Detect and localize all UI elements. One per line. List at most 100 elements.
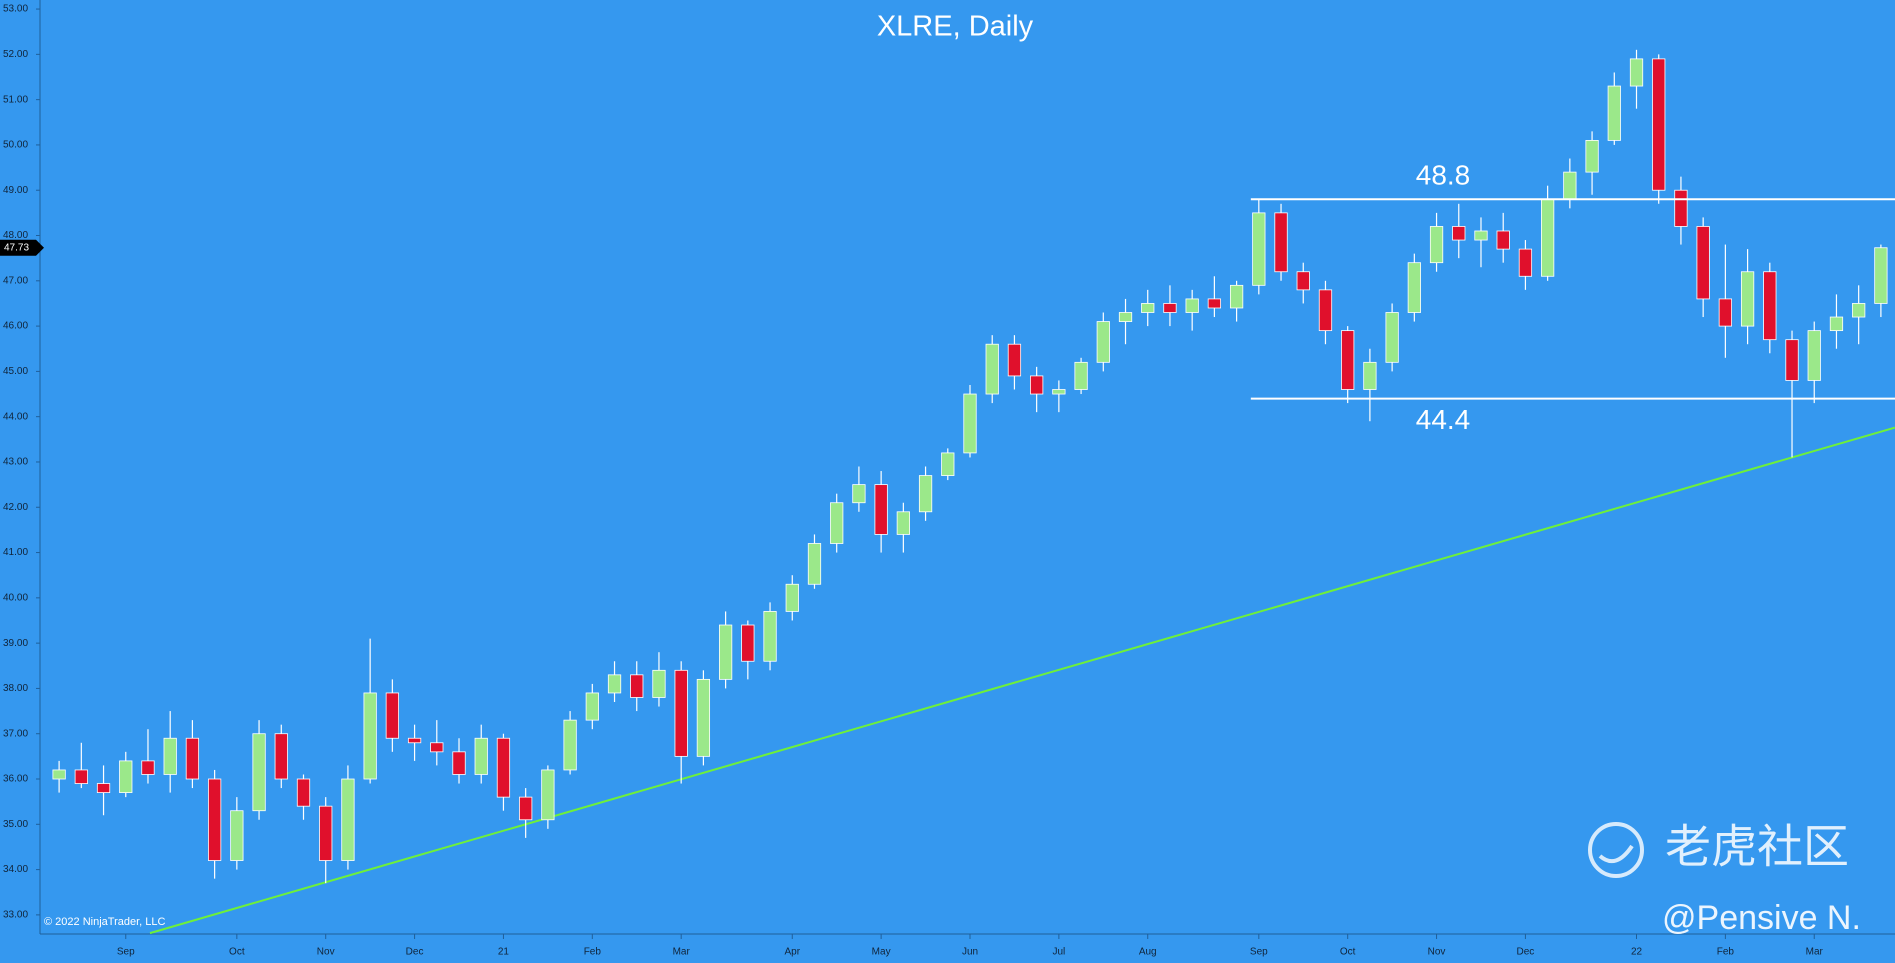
x-tick-label: Nov bbox=[317, 947, 335, 958]
candle-body bbox=[1007, 343, 1022, 377]
candle bbox=[1429, 212, 1444, 272]
candle-body bbox=[652, 669, 666, 698]
x-tick-label: Mar bbox=[1806, 947, 1824, 958]
candle bbox=[896, 502, 910, 553]
watermark: 老虎社区 bbox=[1665, 820, 1849, 874]
candle bbox=[563, 711, 577, 775]
candle-body bbox=[1385, 312, 1399, 363]
x-tick-label: 21 bbox=[498, 947, 510, 958]
y-tick-label: 37.00 bbox=[3, 728, 28, 739]
x-tick-label: Nov bbox=[1428, 947, 1446, 958]
candle bbox=[1740, 249, 1755, 345]
candle-body bbox=[452, 751, 466, 775]
candle bbox=[1696, 217, 1710, 318]
candle bbox=[519, 788, 533, 838]
candle bbox=[1407, 253, 1421, 322]
candle-body bbox=[341, 778, 355, 861]
candle-body bbox=[385, 692, 399, 739]
y-tick-label: 49.00 bbox=[3, 185, 28, 196]
y-tick-label: 38.00 bbox=[3, 683, 28, 694]
candle bbox=[985, 335, 999, 404]
candle-body bbox=[807, 543, 822, 585]
y-tick-label: 44.00 bbox=[3, 411, 28, 422]
y-tick-label: 46.00 bbox=[3, 321, 28, 332]
candle bbox=[1718, 244, 1732, 358]
candle bbox=[852, 466, 866, 512]
x-tick-label: Dec bbox=[406, 947, 424, 958]
y-tick-label: 53.00 bbox=[3, 4, 28, 15]
candle-body bbox=[1163, 303, 1177, 313]
candle bbox=[341, 765, 355, 870]
candle-body bbox=[1785, 339, 1799, 381]
candle bbox=[630, 661, 644, 712]
candle-body bbox=[1407, 262, 1421, 313]
candle-body bbox=[1607, 85, 1621, 141]
y-tick-label: 48.00 bbox=[3, 230, 28, 241]
candle-body bbox=[1740, 271, 1755, 327]
candle-body bbox=[1541, 198, 1555, 277]
candle bbox=[1607, 72, 1621, 145]
candle-body bbox=[674, 669, 688, 757]
candle-body bbox=[52, 769, 66, 780]
candle-body bbox=[141, 760, 155, 775]
candle bbox=[963, 384, 977, 458]
candle-body bbox=[696, 678, 711, 757]
y-tick-label: 40.00 bbox=[3, 592, 28, 603]
x-tick-label: Aug bbox=[1139, 947, 1157, 958]
candle-body bbox=[1141, 303, 1155, 313]
candle-body bbox=[1341, 330, 1355, 390]
candle-body bbox=[1718, 298, 1732, 327]
candle-body bbox=[785, 583, 799, 612]
candle bbox=[652, 652, 666, 707]
candle bbox=[585, 683, 599, 730]
candle bbox=[807, 534, 822, 589]
candle-body bbox=[430, 742, 444, 753]
candle bbox=[185, 720, 200, 789]
candle-body bbox=[1452, 226, 1466, 241]
y-tick-label: 34.00 bbox=[3, 864, 28, 875]
candle bbox=[1096, 312, 1110, 372]
candle-body bbox=[630, 674, 644, 698]
candle bbox=[1385, 303, 1399, 372]
candle bbox=[763, 602, 777, 671]
candle bbox=[208, 769, 222, 879]
candle-body bbox=[1429, 226, 1444, 264]
candle-body bbox=[718, 624, 733, 680]
candle-body bbox=[185, 737, 200, 780]
candle bbox=[163, 711, 177, 793]
candle bbox=[1563, 158, 1577, 209]
x-tick-label: Mar bbox=[673, 947, 691, 958]
candle-body bbox=[1074, 361, 1088, 390]
candle-body bbox=[1852, 303, 1866, 318]
candle bbox=[1496, 212, 1510, 263]
y-tick-label: 51.00 bbox=[3, 94, 28, 105]
candle bbox=[1518, 240, 1533, 290]
candle-body bbox=[1052, 389, 1066, 395]
candle-body bbox=[1829, 316, 1844, 332]
candle bbox=[274, 724, 288, 789]
last-price-tag bbox=[0, 239, 44, 256]
candle bbox=[141, 729, 155, 784]
y-tick-label: 52.00 bbox=[3, 49, 28, 60]
candle bbox=[696, 670, 711, 766]
candle-body bbox=[1118, 312, 1133, 322]
candle bbox=[1763, 262, 1777, 354]
candle bbox=[1163, 285, 1177, 327]
candle-body bbox=[1563, 171, 1577, 200]
y-tick-label: 42.00 bbox=[3, 502, 28, 513]
candle-body bbox=[1763, 271, 1777, 341]
candle bbox=[1852, 285, 1866, 345]
candle bbox=[607, 661, 622, 703]
x-tick-label: Dec bbox=[1517, 947, 1535, 958]
candle-body bbox=[830, 502, 844, 544]
candle-body bbox=[607, 674, 622, 694]
candle-body bbox=[1496, 230, 1510, 250]
candle-body bbox=[1207, 298, 1222, 309]
candle bbox=[52, 760, 66, 793]
candle bbox=[296, 774, 311, 820]
candle-body bbox=[1229, 284, 1244, 309]
candle bbox=[718, 611, 733, 689]
candle-body bbox=[1807, 330, 1821, 381]
